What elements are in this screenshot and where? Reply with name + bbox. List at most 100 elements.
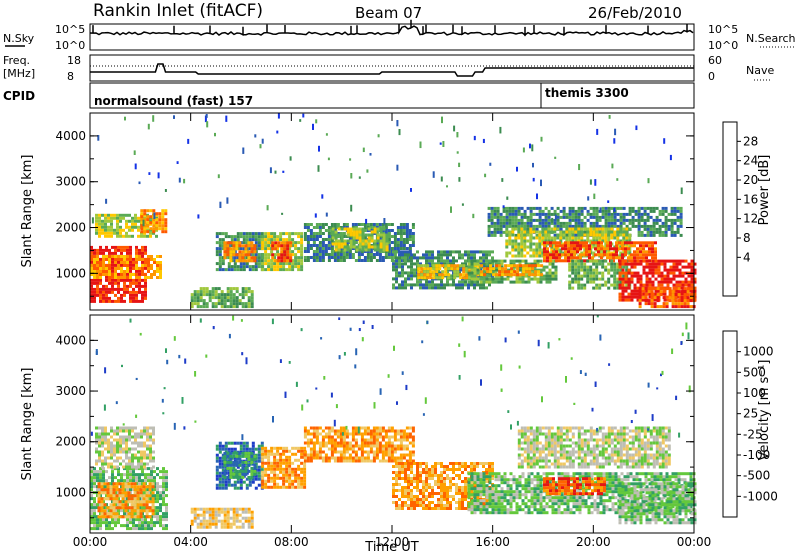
heatmap-cell <box>683 302 687 306</box>
heatmap-cell <box>250 290 254 294</box>
heatmap-cell <box>334 236 338 240</box>
heatmap-cell <box>419 283 422 287</box>
heatmap-cell <box>270 250 274 254</box>
heatmap-cell <box>580 209 584 213</box>
heatmap-cell <box>343 248 347 252</box>
heatmap-cell <box>134 163 137 170</box>
heatmap-cell <box>140 209 144 213</box>
heatmap-cell <box>153 524 156 528</box>
heatmap-cell <box>369 256 373 259</box>
heatmap-cell <box>364 242 368 246</box>
heatmap-cell <box>355 245 359 249</box>
heatmap-cell <box>529 143 531 149</box>
heatmap-cell <box>267 259 271 263</box>
heatmap-cell <box>96 248 99 252</box>
heatmap-cell <box>529 206 533 210</box>
heatmap-cell <box>536 259 540 263</box>
heatmap-cell <box>410 265 413 269</box>
heatmap-cell <box>642 250 645 254</box>
heatmap-cell <box>211 290 215 294</box>
heatmap-cell <box>458 250 461 254</box>
heatmap-cell <box>529 239 533 243</box>
heatmap-cell <box>556 212 560 216</box>
heatmap-cell <box>497 277 501 281</box>
heatmap-cell <box>141 470 144 474</box>
heatmap-cell <box>297 262 301 266</box>
heatmap-cell <box>277 244 281 248</box>
heatmap-cell <box>524 280 528 284</box>
heatmap-cell <box>135 264 138 267</box>
heatmap-cell <box>135 251 138 255</box>
heatmap-cell <box>297 232 301 236</box>
heatmap-cell <box>540 136 543 142</box>
heatmap-cell <box>501 267 505 271</box>
heatmap-cell <box>373 230 377 234</box>
heatmap-cell <box>149 444 152 448</box>
heatmap-cell <box>482 250 485 254</box>
heatmap-cell <box>136 515 140 519</box>
heatmap-cell <box>674 299 678 303</box>
heatmap-cell <box>618 295 622 299</box>
heatmap-cell <box>493 206 497 210</box>
heatmap-cell <box>289 259 293 263</box>
heatmap-cell <box>276 247 280 251</box>
heatmap-cell <box>232 510 236 514</box>
heatmap-cell <box>610 274 614 278</box>
heatmap-cell <box>465 270 469 274</box>
heatmap-cell <box>321 259 325 262</box>
heatmap-cell <box>111 260 114 264</box>
heatmap-cell <box>267 232 271 236</box>
heatmap-cell <box>636 253 639 257</box>
heatmap-cell <box>671 299 675 303</box>
heatmap-cell <box>670 227 674 231</box>
heatmap-cell <box>434 262 437 266</box>
heatmap-cell <box>650 302 654 306</box>
heatmap-cell <box>161 230 165 234</box>
heatmap-cell <box>616 271 620 275</box>
heatmap-cell <box>139 512 143 516</box>
heatmap-cell <box>526 215 530 219</box>
heatmap-cell <box>102 251 105 255</box>
heatmap-cell <box>679 206 683 210</box>
heatmap-cell <box>543 250 546 254</box>
heatmap-cell <box>631 206 635 210</box>
heatmap-cell <box>114 467 117 471</box>
heatmap-cell <box>659 293 663 297</box>
heatmap-cell <box>220 522 224 526</box>
heatmap-cell <box>390 229 394 232</box>
heatmap-cell <box>631 209 635 213</box>
heatmap-cell <box>567 256 570 260</box>
heatmap-cell <box>604 280 608 284</box>
heatmap-cell <box>404 280 407 284</box>
heatmap-cell <box>565 224 569 228</box>
heatmap-cell <box>408 250 412 253</box>
heatmap-cell <box>350 173 353 179</box>
heatmap-cell <box>103 512 107 516</box>
heatmap-cell <box>199 507 203 511</box>
heatmap-cell <box>116 216 119 220</box>
heatmap-cell <box>165 488 168 492</box>
heatmap-cell <box>580 230 584 234</box>
heatmap-cell <box>148 172 151 175</box>
heatmap-cell <box>226 510 230 514</box>
heatmap-cell <box>490 230 494 234</box>
heatmap-cell <box>315 259 319 262</box>
heatmap-cell <box>648 265 652 269</box>
heatmap-cell <box>135 255 138 258</box>
heatmap-cell <box>363 229 367 232</box>
heatmap-cell <box>640 224 644 228</box>
heatmap-cell <box>670 230 674 234</box>
heatmap-cell <box>334 233 338 237</box>
heatmap-cell <box>318 256 322 259</box>
heatmap-cell <box>226 197 229 204</box>
heatmap-cell <box>480 264 484 268</box>
heatmap-cell <box>532 218 536 222</box>
heatmap-cell <box>215 247 219 251</box>
heatmap-cell <box>150 276 153 279</box>
heatmap-cell <box>97 497 101 501</box>
heatmap-cell <box>574 212 578 216</box>
heatmap-cell <box>379 227 383 231</box>
heatmap-cell <box>395 271 398 275</box>
heatmap-cell <box>129 473 132 477</box>
heatmap-cell <box>119 444 122 448</box>
